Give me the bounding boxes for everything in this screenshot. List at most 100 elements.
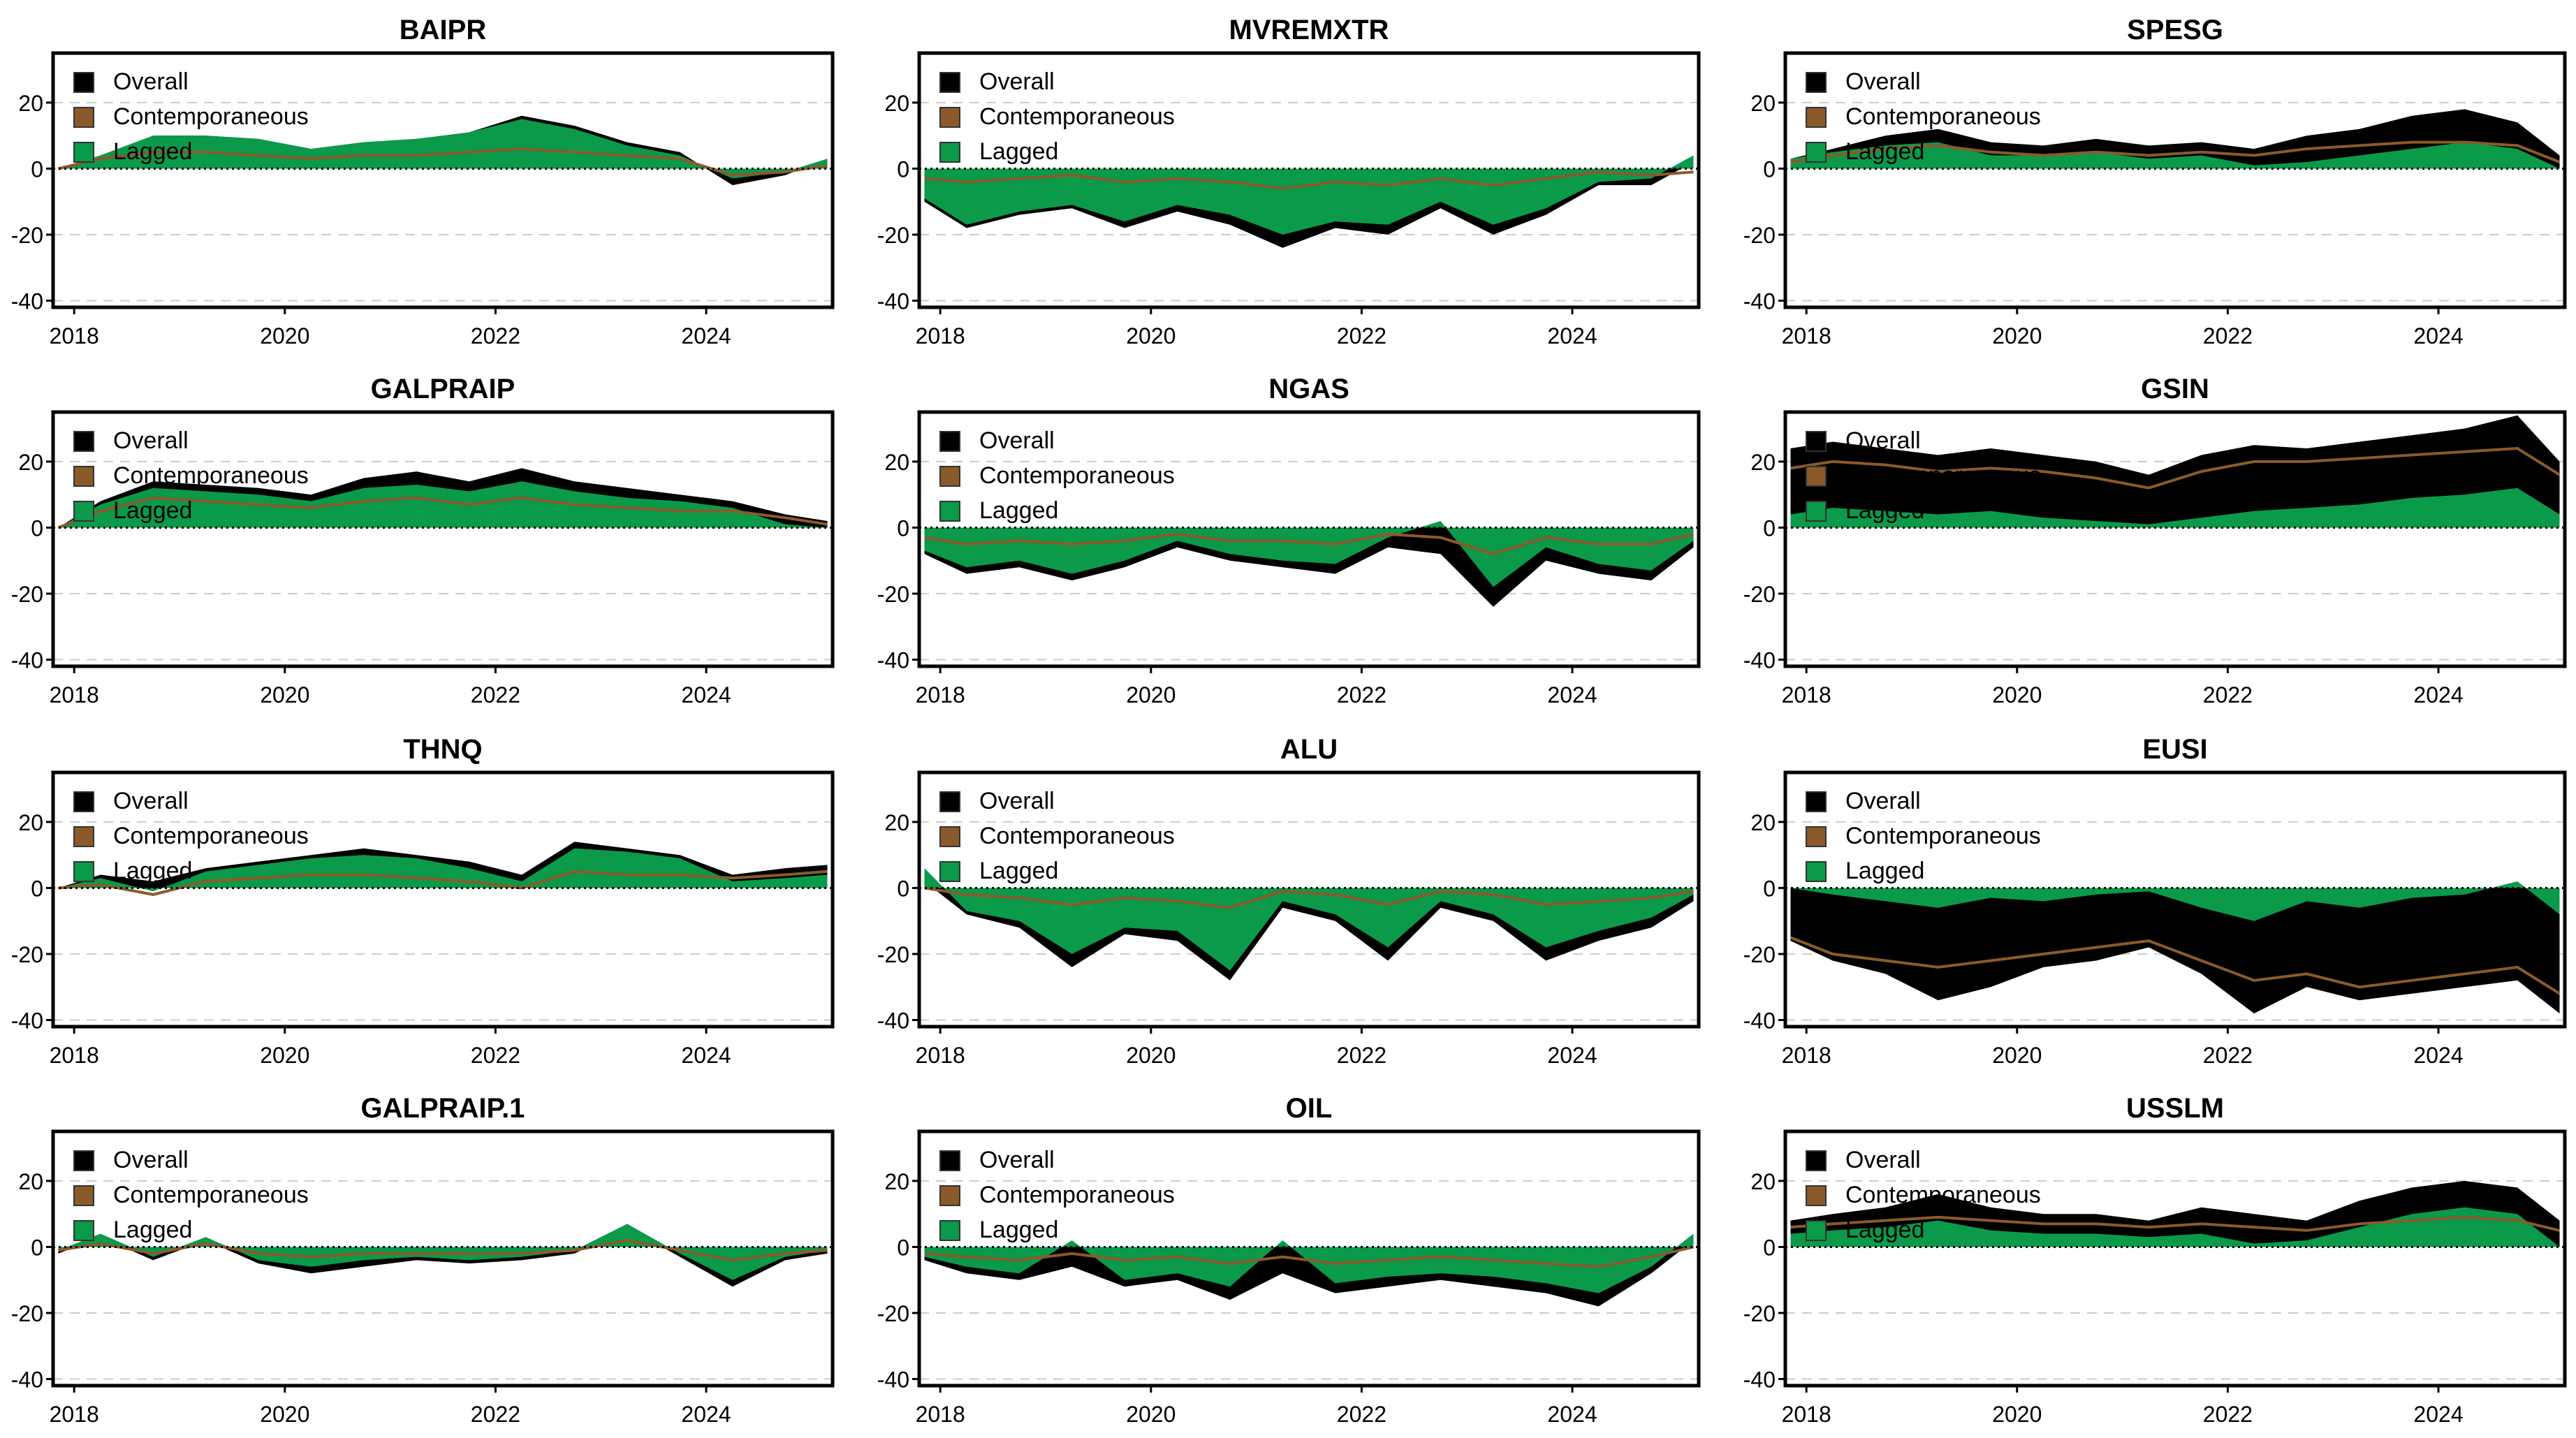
x-tick-label: 2020 (1992, 323, 2042, 349)
legend-swatch-lagged (939, 142, 960, 163)
legend-label: Lagged (1845, 497, 1924, 524)
legend-label: Overall (1845, 1147, 1921, 1173)
legend-swatch-overall (73, 791, 94, 812)
chart-panel: GALPRAIP 20 0 -20 -40 2018 2020 2022 2024 Overall… (11, 374, 835, 707)
chart-panel: GALPRAIP.1 20 0 -20 -40 2018 2020 2022 2024 Overa… (11, 1093, 835, 1427)
y-tick-label: 20 (1750, 810, 1776, 835)
legend-swatch-contemporaneous (939, 1185, 960, 1206)
y-tick-label: -40 (1743, 289, 1776, 314)
x-tick-label: 2018 (916, 682, 965, 707)
series-line-contemporaneous (1790, 140, 2561, 163)
legend-swatch-overall (939, 1150, 960, 1171)
legend-label: Overall (979, 788, 1055, 814)
legend-swatch-contemporaneous (73, 107, 94, 128)
legend-label: Overall (1845, 427, 1921, 454)
y-tick-label: -40 (877, 648, 909, 673)
x-tick-label: 2020 (260, 1043, 309, 1068)
y-tick-label: 0 (31, 515, 43, 541)
legend-label: Lagged (113, 1217, 192, 1243)
panel-frame (917, 1129, 1701, 1388)
y-tick-label: -20 (877, 582, 909, 607)
panel-frame (917, 410, 1701, 668)
series-line-contemporaneous (924, 532, 1694, 556)
legend-swatch-lagged (939, 501, 960, 522)
x-tick-label: 2020 (1992, 1402, 2042, 1427)
y-tick-label: 20 (1750, 1169, 1776, 1194)
legend: Overall Contemporaneous Lagged (939, 427, 1175, 524)
x-tick-label: 2024 (681, 1043, 731, 1068)
chart-panel: BAIPR 20 0 -20 -40 2018 2020 2022 2024 Overall Con… (11, 15, 835, 349)
series-area-lagged (1790, 142, 2560, 169)
x-tick-label: 2024 (681, 1402, 731, 1427)
series-line-contemporaneous (924, 170, 1694, 190)
y-tick-label: 20 (884, 1169, 909, 1194)
legend: Overall Contemporaneous Lagged (73, 1147, 309, 1243)
x-tick-label: 2020 (260, 1402, 309, 1427)
panel-frame (51, 410, 835, 668)
series-area-overall (1790, 415, 2560, 528)
panel-frame (1783, 51, 2567, 309)
x-tick-label: 2022 (2203, 682, 2253, 707)
y-tick-label: -20 (877, 1301, 909, 1326)
x-tick-label: 2022 (1337, 1402, 1386, 1427)
x-tick-label: 2018 (1782, 1043, 1831, 1068)
y-tick-label: -20 (11, 582, 43, 607)
y-tick-label: -40 (11, 1008, 43, 1034)
x-tick-label: 2020 (1992, 682, 2042, 707)
x-tick-label: 2018 (1782, 1402, 1831, 1427)
legend-label: Contemporaneous (1845, 823, 2041, 849)
series-line-contemporaneous (58, 147, 828, 177)
x-tick-label: 2020 (1126, 1043, 1176, 1068)
x-tick-label: 2018 (50, 1043, 99, 1068)
legend-label: Overall (113, 788, 189, 814)
legend-swatch-contemporaneous (939, 466, 960, 487)
y-tick-label: -40 (1743, 1008, 1776, 1034)
panel-frame (1783, 410, 2567, 668)
x-tick-label: 2020 (260, 682, 309, 707)
x-tick-label: 2018 (1782, 682, 1831, 707)
panel-title: GALPRAIP (371, 374, 515, 404)
legend-swatch-lagged (1806, 1220, 1827, 1241)
panel-title: GSIN (2141, 374, 2209, 404)
legend: Overall Contemporaneous Lagged (1806, 68, 2041, 165)
y-tick-label: 0 (897, 515, 909, 541)
legend: Overall Contemporaneous Lagged (73, 788, 309, 884)
legend-swatch-contemporaneous (73, 466, 94, 487)
panel-frame (51, 51, 835, 309)
legend-label: Overall (1845, 68, 1921, 95)
panel-title: GALPRAIP.1 (361, 1093, 525, 1124)
y-tick-label: -40 (11, 289, 43, 314)
legend-swatch-lagged (73, 142, 94, 163)
legend-label: Contemporaneous (1845, 103, 2041, 130)
x-tick-label: 2022 (471, 682, 520, 707)
legend: Overall Contemporaneous Lagged (939, 68, 1175, 165)
series-area-lagged (924, 1233, 1694, 1293)
x-tick-label: 2024 (2413, 1043, 2463, 1068)
y-tick-label: 0 (897, 1235, 909, 1260)
legend: Overall Contemporaneous Lagged (73, 68, 309, 165)
legend-label: Overall (979, 427, 1055, 454)
legend-swatch-lagged (1806, 861, 1827, 882)
panel-frame (1783, 1129, 2567, 1388)
legend-label: Lagged (113, 497, 192, 524)
x-tick-label: 2018 (50, 1402, 99, 1427)
y-tick-label: 0 (31, 156, 43, 182)
series-area-lagged (1790, 487, 2560, 528)
panel-title: BAIPR (400, 15, 487, 45)
legend-label: Overall (113, 68, 189, 95)
legend-swatch-lagged (1806, 142, 1827, 163)
series-area-lagged (924, 155, 1694, 235)
y-tick-label: -40 (877, 1008, 909, 1034)
x-tick-label: 2020 (260, 323, 309, 349)
legend: Overall Contemporaneous Lagged (1806, 427, 2041, 524)
legend: Overall Contemporaneous Lagged (1806, 788, 2041, 884)
legend-label: Contemporaneous (113, 823, 309, 849)
y-tick-label: 20 (1750, 91, 1776, 116)
panel-title: ALU (1280, 734, 1338, 765)
x-tick-label: 2018 (916, 1043, 965, 1068)
x-tick-label: 2022 (1337, 1043, 1386, 1068)
x-tick-label: 2024 (2413, 323, 2463, 349)
y-tick-label: 0 (897, 876, 909, 901)
series-area-lagged (58, 481, 828, 528)
